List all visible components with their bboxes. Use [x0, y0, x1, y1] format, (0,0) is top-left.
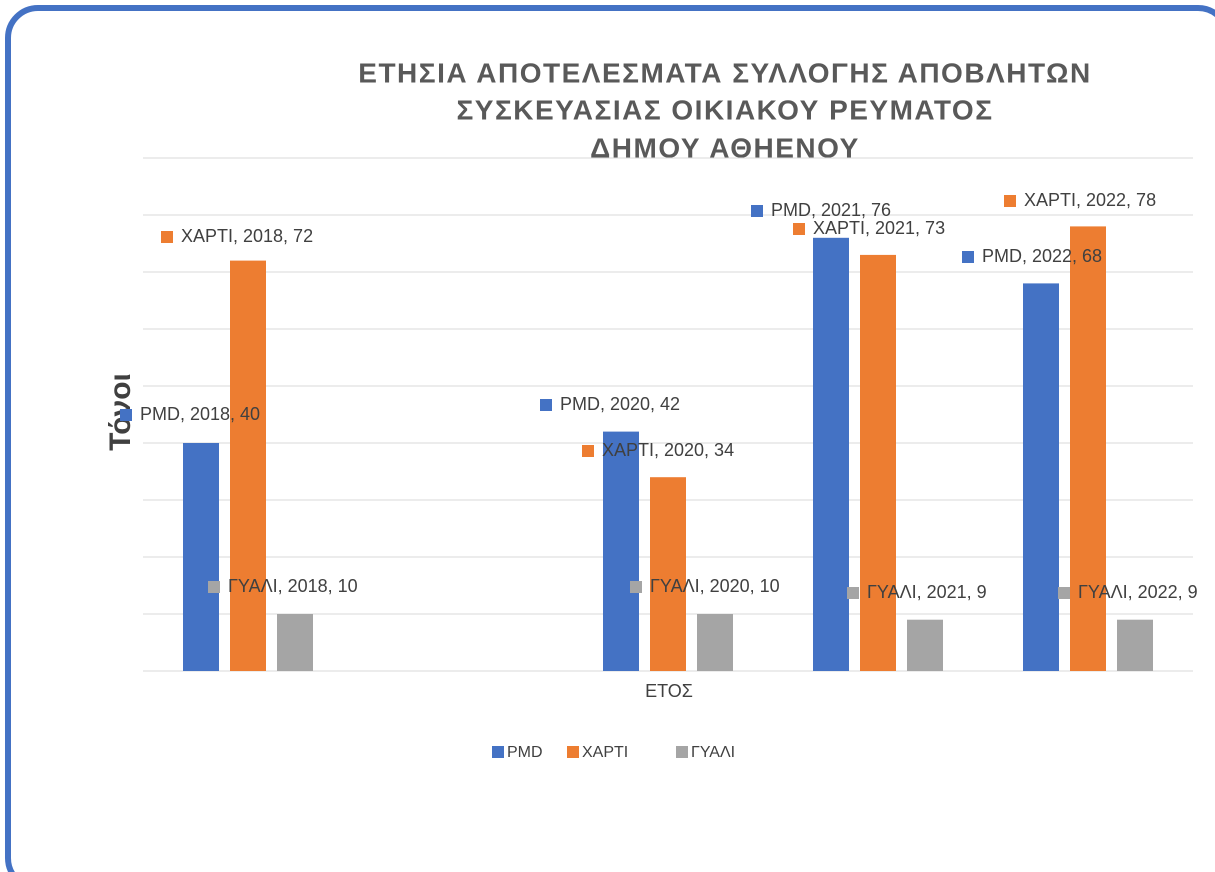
data-label-marker	[630, 581, 642, 593]
data-label: ΓΥΑΛΙ, 2020, 10	[650, 576, 780, 596]
data-label-marker	[1004, 195, 1016, 207]
bar	[1023, 283, 1059, 671]
chart-title: ΔΗΜΟΥ ΑΘΗΕΝΟΥ	[590, 132, 860, 163]
bar	[603, 431, 639, 671]
data-label: ΧΑΡΤΙ, 2022, 78	[1024, 190, 1156, 210]
legend-label: PMD	[507, 744, 543, 761]
data-label-marker	[751, 205, 763, 217]
bar	[650, 477, 686, 671]
data-label-marker	[847, 587, 859, 599]
legend-swatch	[492, 746, 504, 758]
x-axis-title: ΕΤΟΣ	[645, 681, 693, 701]
bar	[1070, 226, 1106, 671]
data-label: PMD, 2020, 42	[560, 394, 680, 414]
data-label: ΧΑΡΤΙ, 2021, 73	[813, 218, 945, 238]
data-label: ΧΑΡΤΙ, 2020, 34	[602, 440, 734, 460]
data-label-marker	[582, 445, 594, 457]
chart-title: ΣΥΣΚΕΥΑΣΙΑΣ ΟΙΚΙΑΚΟΥ ΡΕΥΜΑΤΟΣ	[456, 94, 993, 125]
data-label-marker	[208, 581, 220, 593]
data-label-marker	[120, 409, 132, 421]
data-label: ΓΥΑΛΙ, 2018, 10	[228, 576, 358, 596]
data-label: ΓΥΑΛΙ, 2021, 9	[867, 582, 987, 602]
bar	[697, 614, 733, 671]
bar	[860, 254, 896, 671]
legend-label: ΓΥΑΛΙ	[691, 744, 735, 761]
chart-title: ΕΤΗΣΙΑ ΑΠΟΤΕΛΕΣΜΑΤΑ ΣΥΛΛΟΓΗΣ ΑΠΟΒΛΗΤΩΝ	[358, 57, 1091, 88]
legend-swatch	[567, 746, 579, 758]
data-label: PMD, 2021, 76	[771, 200, 891, 220]
bar	[277, 614, 313, 671]
data-label: ΓΥΑΛΙ, 2022, 9	[1078, 582, 1198, 602]
data-label-marker	[1058, 587, 1070, 599]
bar	[1117, 619, 1153, 671]
data-label: ΧΑΡΤΙ, 2018, 72	[181, 226, 313, 246]
data-label-marker	[540, 399, 552, 411]
data-label-marker	[962, 251, 974, 263]
bar	[907, 619, 943, 671]
bar	[230, 260, 266, 671]
bar	[813, 237, 849, 672]
data-label-marker	[793, 223, 805, 235]
bar	[183, 443, 219, 671]
legend-label: ΧΑΡΤΙ	[582, 744, 628, 761]
data-label: PMD, 2018, 40	[140, 404, 260, 424]
legend-swatch	[676, 746, 688, 758]
data-label: PMD, 2022, 68	[982, 246, 1102, 266]
data-label-marker	[161, 231, 173, 243]
